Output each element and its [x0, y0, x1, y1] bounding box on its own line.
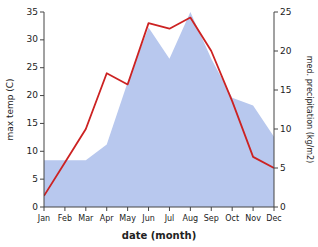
y-tick-label: 30	[27, 34, 39, 44]
x-tick-label: Jun	[141, 214, 155, 223]
x-tick	[85, 207, 86, 211]
x-tick	[253, 207, 254, 211]
y2-tick	[274, 90, 278, 91]
x-tick-label: Dec	[266, 214, 281, 223]
x-tick	[127, 207, 128, 211]
y-tick-label: 5	[32, 174, 38, 184]
y-tick	[40, 12, 44, 13]
x-axis-line	[44, 207, 274, 208]
y2-tick-label: 10	[280, 124, 292, 134]
x-tick-label: Jul	[164, 214, 175, 223]
x-tick-label: May	[119, 214, 136, 223]
x-tick	[64, 207, 65, 211]
y2-tick	[274, 168, 278, 169]
x-tick-label: Nov	[245, 214, 261, 223]
x-tick	[211, 207, 212, 211]
x-tick-label: Apr	[100, 214, 115, 223]
y2-axis-label: med. precipitation (kg/m2)	[305, 56, 314, 163]
x-tick	[190, 207, 191, 211]
x-tick	[169, 207, 170, 211]
y2-tick-label: 5	[280, 163, 286, 173]
y-tick	[40, 207, 44, 208]
y2-axis-line	[274, 12, 275, 207]
x-tick-label: Mar	[78, 214, 94, 223]
y-tick-label: 10	[27, 146, 39, 156]
temp-line	[44, 18, 274, 196]
y-tick-label: 35	[27, 7, 38, 17]
plot-area	[44, 12, 274, 207]
y-tick	[40, 39, 44, 40]
y-tick	[40, 179, 44, 180]
y-tick	[40, 67, 44, 68]
x-tick	[44, 207, 45, 211]
chart: 0 5 10 15 20 25 30 35 0 5 10 15 20 25 Jan Feb Mar Apr May J…	[0, 0, 318, 247]
x-tick-label: Sep	[204, 214, 219, 223]
y-tick-label: 25	[27, 62, 38, 72]
y-tick-label: 0	[32, 202, 38, 212]
x-tick	[274, 207, 275, 211]
y2-tick	[274, 12, 278, 13]
y-tick-label: 15	[27, 118, 38, 128]
x-tick-label: Jan	[37, 214, 50, 223]
y2-tick	[274, 51, 278, 52]
y2-tick-label: 15	[280, 85, 291, 95]
x-tick	[148, 207, 149, 211]
y-axis-line	[44, 12, 45, 207]
x-tick-label: Aug	[183, 214, 199, 223]
y2-tick	[274, 207, 278, 208]
y-tick-label: 20	[27, 90, 39, 100]
y2-tick-label: 25	[280, 7, 291, 17]
x-tick	[106, 207, 107, 211]
y2-tick	[274, 129, 278, 130]
y-tick	[40, 95, 44, 96]
x-tick	[232, 207, 233, 211]
y2-tick-label: 20	[280, 46, 292, 56]
y-axis-label: max temp (C)	[5, 78, 15, 140]
x-tick-label: Feb	[58, 214, 72, 223]
x-axis-label: date (month)	[122, 230, 196, 241]
precip-area	[44, 12, 274, 207]
x-tick-label: Oct	[225, 214, 239, 223]
y-tick	[40, 151, 44, 152]
y-tick	[40, 123, 44, 124]
y2-tick-label: 0	[280, 202, 286, 212]
